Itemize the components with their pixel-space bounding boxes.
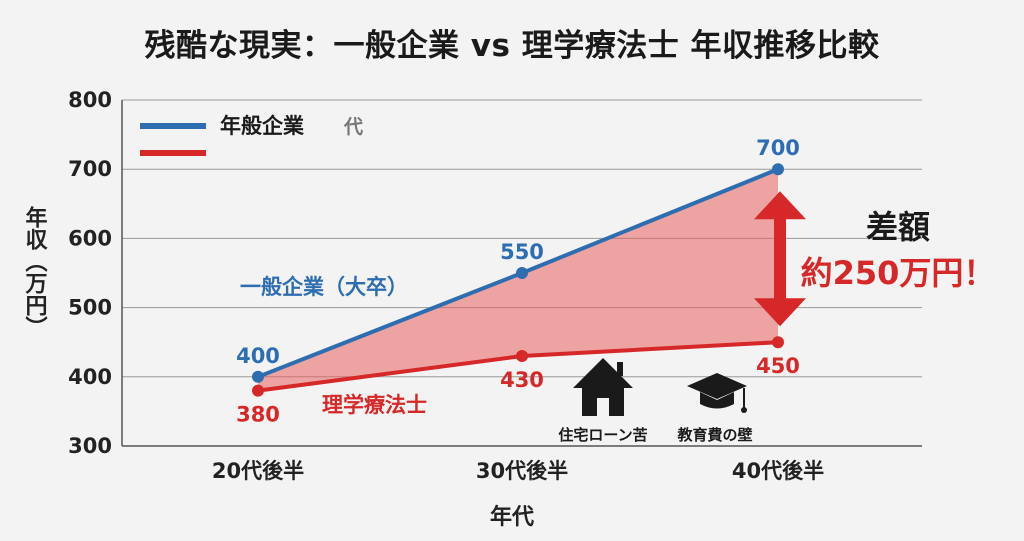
- arrow-shaft: [774, 213, 786, 305]
- y-tick-400: 400: [68, 365, 112, 389]
- difference-label-title: 差額: [866, 208, 930, 246]
- y-tick-labels: 300 400 500 600 700 800: [68, 88, 112, 458]
- value-label-general-1: 550: [500, 240, 544, 264]
- point-pt-2: [772, 336, 784, 349]
- series-label-pt: 理学療法士: [322, 393, 427, 417]
- value-label-general-0: 400: [236, 344, 280, 368]
- gap-fill: [258, 169, 778, 391]
- difference-arrow: [754, 191, 806, 327]
- series-label-general: 一般企業（大卒）: [240, 275, 408, 299]
- x-tick-0: 20代後半: [212, 459, 304, 483]
- chart-title: 残酷な現実：一般企業 vs 理学療法士 年収推移比較: [144, 28, 880, 64]
- point-pt-0: [252, 384, 264, 397]
- arrow-head-top: [754, 191, 806, 220]
- difference-label-amount: 約250万円！: [801, 254, 996, 292]
- y-tick-600: 600: [68, 226, 112, 250]
- y-tick-800: 800: [68, 88, 112, 112]
- house-icon: [573, 358, 633, 416]
- y-tick-700: 700: [68, 157, 112, 181]
- point-general-0: [252, 370, 264, 383]
- x-tick-1: 30代後半: [476, 459, 568, 483]
- legend: 年般企業 代: [140, 114, 363, 156]
- value-label-pt-0: 380: [236, 403, 280, 427]
- arrow-head-bottom: [754, 298, 806, 327]
- point-general-2: [772, 163, 784, 176]
- value-label-pt-2: 450: [756, 354, 800, 378]
- x-tick-2: 40代後半: [732, 459, 824, 483]
- y-tick-500: 500: [68, 296, 112, 320]
- x-tick-labels: 20代後半 30代後半 40代後半: [212, 459, 824, 483]
- value-label-pt-1: 430: [500, 368, 544, 392]
- value-label-general-2: 700: [756, 136, 800, 160]
- x-axis-title: 年代: [490, 504, 534, 530]
- y-axis-title: 年収（万円）: [22, 205, 49, 338]
- y-tick-300: 300: [68, 434, 112, 458]
- point-pt-1: [516, 350, 528, 363]
- series-points: [252, 163, 784, 397]
- legend-label-general-sub: 代: [343, 116, 363, 138]
- point-general-1: [516, 267, 528, 279]
- house-icon-label: 住宅ローン苦: [558, 426, 647, 444]
- data-labels: 400 550 700 380 430 450: [236, 136, 800, 426]
- graduation-cap-icon: [687, 373, 747, 413]
- graduation-cap-icon-label: 教育費の壁: [676, 426, 752, 444]
- gap-area: [258, 169, 778, 391]
- legend-label-general: 年般企業: [220, 114, 305, 138]
